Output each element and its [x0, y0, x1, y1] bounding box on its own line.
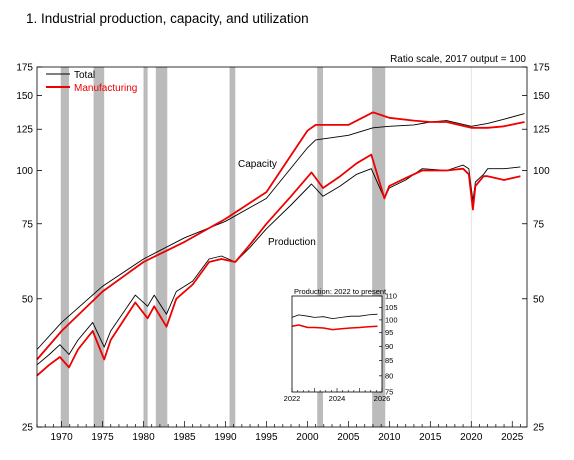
- x-tick-label-2025: 2025: [501, 432, 524, 443]
- y-tick-label-left-175: 175: [16, 63, 33, 74]
- y-tick-label-right-25: 25: [533, 423, 545, 434]
- inset-y-tick-label-100: 100: [385, 315, 398, 324]
- annotation-production: Production: [268, 237, 316, 248]
- y-tick-label-right-150: 150: [533, 91, 550, 102]
- series-line-manufacturing-production: [36, 153, 521, 377]
- inset-frame: [291, 295, 383, 393]
- legend: Total Manufacturing: [46, 70, 137, 94]
- x-tick-label-1985: 1985: [173, 432, 196, 443]
- y-tick-label-right-125: 125: [533, 125, 550, 136]
- inset-y-tick-label-95: 95: [385, 328, 393, 337]
- chart-subtitle: Ratio scale, 2017 output = 100: [390, 54, 526, 65]
- y-tick-label-right-50: 50: [533, 294, 545, 305]
- series-line-total-production: [36, 164, 521, 366]
- y-tick-label-left-50: 50: [22, 294, 34, 305]
- y-tick-label-right-175: 175: [533, 63, 550, 74]
- x-tick-label-1980: 1980: [132, 432, 155, 443]
- inset-series-line-manufacturing: [291, 324, 378, 331]
- inset-series-line-total: [291, 313, 378, 320]
- inset-y-tick-label-75: 75: [385, 388, 393, 397]
- x-tick-label-2005: 2005: [337, 432, 360, 443]
- x-tick-label-2015: 2015: [419, 432, 442, 443]
- series-line-total-capacity: [36, 113, 525, 350]
- y-tick-label-right-75: 75: [533, 219, 545, 230]
- y-tick-label-right-100: 100: [533, 166, 550, 177]
- inset-title: Production: 2022 to present: [294, 287, 387, 296]
- legend-label-total: Total: [74, 70, 95, 81]
- x-tick-label-2020: 2020: [460, 432, 483, 443]
- inset-background: [292, 296, 382, 392]
- series-line-manufacturing-capacity: [36, 111, 525, 361]
- recession-band-3: [155, 67, 168, 427]
- inset-y-tick-label-90: 90: [385, 342, 393, 351]
- inset-y-tick-label-110: 110: [385, 292, 397, 301]
- page-title: 1. Industrial production, capacity, and …: [26, 11, 309, 26]
- inset-y-tick-label-85: 85: [385, 356, 393, 365]
- recession-band-5: [317, 67, 323, 427]
- legend-label-manufacturing: Manufacturing: [74, 83, 137, 94]
- x-tick-label-1990: 1990: [214, 432, 237, 443]
- recession-band-1: [93, 67, 105, 427]
- inset-x-tick-label-2024: 2024: [329, 394, 346, 403]
- y-tick-label-left-25: 25: [22, 423, 34, 434]
- y-tick-label-left-125: 125: [16, 125, 33, 136]
- recession-band-2: [143, 67, 148, 427]
- inset-chart: Production: 2022 to present 75 80 85 90 95 10…: [284, 287, 398, 403]
- y-tick-label-left-150: 150: [16, 91, 33, 102]
- inset-x-tick-label-2022: 2022: [284, 394, 301, 403]
- y-tick-label-left-75: 75: [22, 219, 34, 230]
- x-tick-label-2000: 2000: [296, 432, 319, 443]
- inset-y-tick-label-105: 105: [385, 303, 398, 312]
- x-tick-label-2010: 2010: [378, 432, 401, 443]
- y-tick-label-left-100: 100: [16, 166, 33, 177]
- recession-band-4: [229, 67, 236, 427]
- inset-y-tick-label-80: 80: [385, 371, 393, 380]
- plot-frame: [36, 66, 528, 428]
- recession-band-0: [60, 67, 69, 427]
- inset-x-tick-label-2026: 2026: [374, 394, 391, 403]
- x-tick-label-1975: 1975: [91, 432, 114, 443]
- annotation-capacity: Capacity: [238, 159, 277, 170]
- x-tick-label-1970: 1970: [50, 432, 73, 443]
- x-tick-label-1995: 1995: [255, 432, 278, 443]
